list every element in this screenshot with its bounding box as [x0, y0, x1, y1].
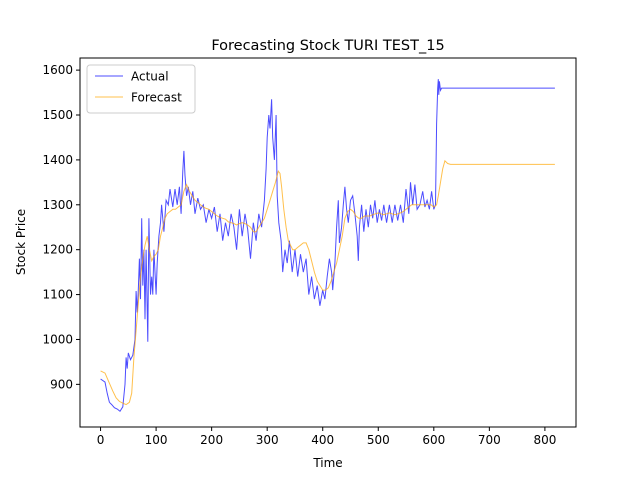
x-tick-label: 800 [533, 433, 556, 447]
x-tick-label: 200 [200, 433, 223, 447]
legend-box [86, 64, 196, 114]
y-tick-label: 1400 [42, 153, 73, 167]
y-tick-label: 1500 [42, 108, 73, 122]
x-tick-label: 600 [422, 433, 445, 447]
y-tick-label: 900 [50, 377, 73, 391]
x-tick-label: 700 [478, 433, 501, 447]
legend-label-actual: Actual [131, 70, 169, 84]
plot-area [100, 79, 555, 413]
axis-ticks: 0 100 200 300 400 500 600 700 800 900 1000 1100 1200… [42, 63, 556, 447]
x-tick-label: 400 [311, 433, 334, 447]
series-line-actual [100, 79, 555, 413]
y-tick-label: 1200 [42, 243, 73, 257]
axes-frame [79, 57, 577, 428]
chart-title: Forecasting Stock TURI TEST_15 [211, 38, 444, 54]
x-tick-label: 500 [367, 433, 390, 447]
y-tick-label: 1300 [42, 198, 73, 212]
y-tick-label: 1100 [42, 288, 73, 302]
legend-label-forecast: Forecast [131, 91, 182, 105]
legend: Actual Forecast [86, 64, 196, 114]
y-tick-label: 1600 [42, 63, 73, 77]
y-axis-label: Stock Price [14, 209, 28, 275]
y-tick-label: 1000 [42, 332, 73, 346]
x-tick-label: 300 [256, 433, 279, 447]
x-axis-label: Time [312, 456, 342, 470]
x-tick-label: 0 [97, 433, 105, 447]
series-line-forecast [100, 159, 555, 406]
x-tick-label: 100 [145, 433, 168, 447]
